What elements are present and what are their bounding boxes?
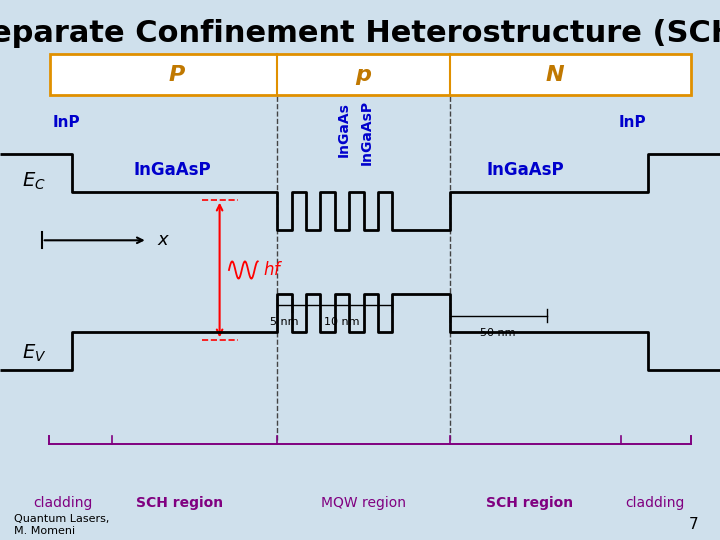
Text: $E_C$: $E_C$ [22,170,45,192]
Text: $E_V$: $E_V$ [22,343,46,364]
Text: 10 nm: 10 nm [324,317,360,327]
Text: cladding: cladding [34,496,93,510]
FancyBboxPatch shape [50,54,691,94]
Text: $hf$: $hf$ [263,261,283,279]
Text: Separate Confinement Heterostructure (SCH): Separate Confinement Heterostructure (SC… [0,19,720,48]
Text: InP: InP [53,114,80,130]
Text: MQW region: MQW region [321,496,406,510]
Text: p: p [356,64,372,85]
Text: 50 nm: 50 nm [480,328,516,338]
Text: Quantum Lasers,
M. Momeni: Quantum Lasers, M. Momeni [14,514,109,536]
Text: InGaAsP: InGaAsP [134,161,212,179]
Text: InGaAs: InGaAs [337,102,351,157]
Text: cladding: cladding [626,496,685,510]
Text: SCH region: SCH region [136,496,224,510]
Text: P: P [168,64,184,85]
Text: InGaAsP: InGaAsP [487,161,564,179]
Text: 5 nm: 5 nm [270,317,299,327]
Text: N: N [545,64,564,85]
Text: $x$: $x$ [157,231,170,249]
Text: InGaAsP: InGaAsP [360,100,374,165]
Text: InP: InP [618,114,646,130]
Text: 7: 7 [689,517,698,532]
Text: SCH region: SCH region [485,496,573,510]
